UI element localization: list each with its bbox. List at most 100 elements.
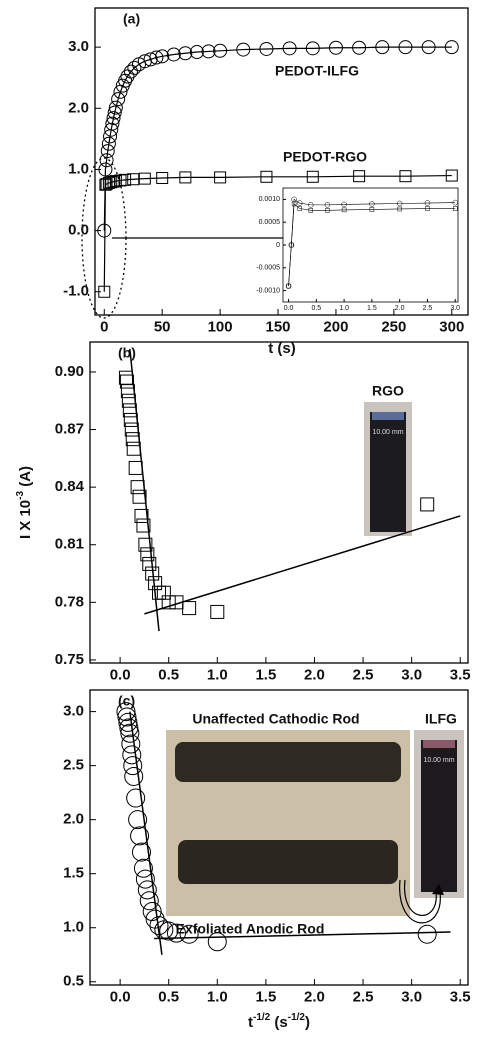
y-tick-label: -0.0010 <box>256 287 280 294</box>
marker <box>207 932 227 952</box>
marker <box>291 201 297 207</box>
marker <box>353 170 366 183</box>
marker <box>106 111 121 126</box>
label-part: ) <box>305 1014 310 1031</box>
y-tick-label: 2.5 <box>63 757 84 774</box>
axis-label: I X 10-3 (A) <box>15 466 34 539</box>
marker <box>149 50 164 65</box>
marker <box>425 206 430 211</box>
x-tick-label: 2.5 <box>423 305 433 312</box>
x-tick-label: 250 <box>381 319 406 336</box>
series-label: PEDOT-ILFG <box>275 63 359 79</box>
label-part: t <box>248 1014 253 1031</box>
label-part: I X 10 <box>17 500 34 539</box>
marker <box>121 734 141 754</box>
marker <box>352 40 367 55</box>
plot-frame <box>89 341 469 664</box>
superscript: -1/2 <box>288 1012 306 1023</box>
series-label: PEDOT-RGO <box>283 149 367 165</box>
cuvette-top <box>423 740 455 748</box>
marker <box>128 460 143 475</box>
marker <box>308 208 314 213</box>
marker <box>139 891 159 911</box>
y-tick-label: 0.5 <box>63 973 84 990</box>
marker <box>127 173 140 186</box>
marker <box>259 41 274 56</box>
marker <box>100 144 115 159</box>
x-tick-label: 0.5 <box>311 305 321 312</box>
y-tick-label: 0.0010 <box>259 196 281 203</box>
marker <box>182 601 197 616</box>
marker <box>325 208 330 213</box>
photo-label: ILFG <box>425 711 457 727</box>
marker <box>286 283 291 289</box>
marker <box>452 199 458 206</box>
marker <box>117 707 137 727</box>
marker <box>142 556 157 571</box>
marker <box>100 178 113 191</box>
y-tick-label: 1.0 <box>63 919 84 936</box>
photo-label: RGO <box>372 383 404 399</box>
marker <box>289 242 294 248</box>
marker <box>138 537 153 552</box>
panel-label: (b) <box>118 345 136 361</box>
x-tick-label: 1.0 <box>207 667 228 684</box>
marker <box>145 566 160 581</box>
marker <box>122 403 137 418</box>
marker <box>130 480 145 495</box>
marker <box>143 52 158 67</box>
marker <box>116 702 136 722</box>
series-line <box>103 46 452 231</box>
marker <box>137 880 157 900</box>
marker <box>159 921 179 941</box>
fit-line <box>144 515 461 615</box>
y-tick-label: 1.5 <box>63 865 84 882</box>
x-tick-label: 3.0 <box>450 305 460 312</box>
x-tick-label: 2.0 <box>304 989 325 1006</box>
x-tick-label: 3.5 <box>450 667 471 684</box>
marker <box>305 41 320 56</box>
marker <box>161 595 176 610</box>
marker <box>105 116 120 131</box>
arrow-head <box>432 884 444 895</box>
marker <box>124 422 139 437</box>
marker <box>166 47 181 62</box>
photo-text: 10.00 mm <box>372 429 403 436</box>
x-tick-label: 1.5 <box>367 305 377 312</box>
arrow <box>399 879 441 924</box>
marker <box>179 171 192 184</box>
marker <box>179 924 199 944</box>
marker <box>156 172 169 185</box>
y-tick-label: 3.0 <box>63 703 84 720</box>
marker <box>107 105 122 120</box>
marker <box>107 175 120 188</box>
marker <box>166 923 186 943</box>
marker <box>134 508 149 523</box>
marker <box>260 170 273 183</box>
marker <box>369 207 375 212</box>
series-line <box>103 174 452 292</box>
x-tick-label: 2.5 <box>353 989 374 1006</box>
x-tick-label: 3.0 <box>401 989 422 1006</box>
marker <box>98 162 113 177</box>
x-tick-label: 0 <box>100 319 108 336</box>
x-tick-label: 3.0 <box>401 667 422 684</box>
marker <box>296 200 303 206</box>
marker <box>213 43 228 58</box>
marker <box>214 171 227 184</box>
marker <box>102 176 115 189</box>
y-tick-label: 3.0 <box>68 38 89 55</box>
y-tick-label: 0.0 <box>68 222 89 239</box>
marker <box>111 92 126 107</box>
marker <box>142 902 162 922</box>
label-part: (A) <box>17 466 34 491</box>
marker <box>140 547 155 562</box>
photo-text: 10.00 mm <box>423 757 454 764</box>
marker <box>424 200 431 206</box>
y-tick-label: -1.0 <box>63 283 89 300</box>
cuvette-top <box>372 412 404 420</box>
x-tick-label: 0.0 <box>110 989 131 1006</box>
marker <box>341 207 347 213</box>
marker <box>375 40 390 55</box>
marker <box>99 153 114 168</box>
